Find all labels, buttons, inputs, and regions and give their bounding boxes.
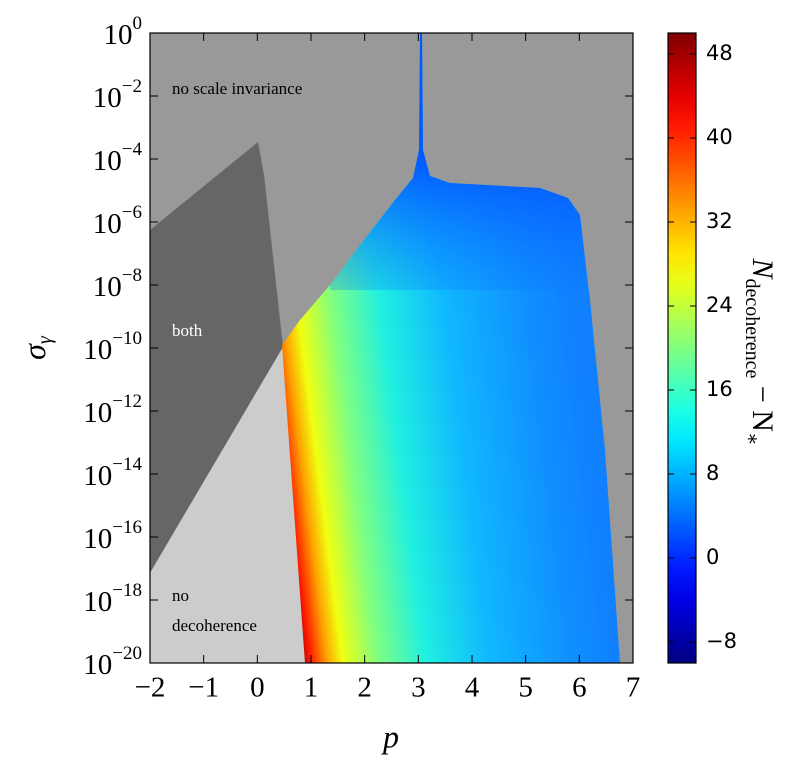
y-tick-label-exp: 0	[133, 13, 143, 34]
colorbar-tick-label: 32	[706, 209, 733, 233]
x-tick-label: −2	[135, 672, 166, 704]
y-tick-label: 10−2	[93, 76, 142, 113]
y-tick-label-base: 10	[93, 208, 122, 240]
colorbar-tick-label: −8	[706, 629, 737, 653]
y-tick-label-exp: −4	[122, 139, 143, 160]
colorbar-tick-label: 48	[706, 41, 733, 65]
y-tick-label: 10−10	[83, 328, 142, 365]
annotation: no scale invariance	[172, 79, 302, 98]
y-tick-label: 10−20	[83, 643, 142, 680]
colorbar-tick-label: 16	[706, 377, 733, 401]
y-tick-label: 10−4	[93, 139, 143, 176]
y-tick-label-exp: −6	[122, 202, 142, 223]
colorbar-label: Ndecoherence − N∗	[741, 257, 779, 445]
regions	[150, 33, 633, 663]
y-tick-label-base: 10	[93, 271, 122, 303]
x-tick-label: −1	[188, 672, 219, 704]
y-tick-label-base: 10	[83, 649, 112, 681]
y-tick-label: 10−6	[93, 202, 142, 239]
y-axis-label-main: σ	[16, 343, 52, 360]
colorbar	[667, 32, 697, 664]
colorbar-label-part: N	[746, 257, 779, 280]
x-tick-label: 4	[465, 672, 480, 704]
x-tick-label: 2	[357, 672, 372, 704]
y-tick-label-exp: −14	[112, 454, 142, 475]
heatmap-upper-shade	[330, 33, 588, 290]
y-tick-label-base: 10	[83, 460, 112, 492]
y-tick-label-exp: −16	[112, 517, 142, 538]
colorbar-tick-label: 24	[706, 293, 733, 317]
annotation: both	[172, 321, 203, 340]
y-tick-label-exp: −12	[112, 391, 142, 412]
y-tick-label: 10−18	[83, 580, 142, 617]
colorbar-label-part: − N	[746, 378, 779, 432]
y-tick-label-exp: −20	[112, 643, 142, 664]
y-tick-label-base: 10	[93, 145, 122, 177]
colorbar-tick-label: 0	[706, 545, 719, 569]
y-tick-label-exp: −10	[112, 328, 142, 349]
y-tick-label: 100	[104, 13, 143, 50]
y-axis-label: σγ	[16, 335, 55, 360]
y-tick-label-base: 10	[83, 334, 112, 366]
colorbar-tick-label: 40	[706, 125, 733, 149]
y-tick-label-base: 10	[83, 523, 112, 555]
y-tick-label-exp: −2	[122, 76, 142, 97]
annotation: decoherence	[172, 616, 257, 635]
x-tick-label: 5	[518, 672, 533, 704]
colorbar-label-part: decoherence	[741, 278, 763, 378]
y-tick-label: 10−12	[83, 391, 142, 428]
x-tick-label: 1	[304, 672, 319, 704]
y-tick-label-base: 10	[83, 397, 112, 429]
y-tick-label: 10−14	[83, 454, 142, 491]
x-axis-label: p	[381, 718, 399, 754]
y-tick-label-exp: −8	[122, 265, 142, 286]
colorbar-tick-label: 8	[706, 461, 719, 485]
y-tick-label-exp: −18	[112, 580, 142, 601]
x-tick-label: 3	[411, 672, 426, 704]
y-tick-label: 10−8	[93, 265, 142, 302]
x-tick-label: 0	[250, 672, 265, 704]
region-both	[150, 142, 283, 573]
y-tick-label-base: 10	[83, 586, 112, 618]
x-tick-label: 6	[572, 672, 587, 704]
y-axis-label-sub: γ	[34, 335, 56, 344]
y-tick-label-base: 10	[104, 19, 133, 51]
colorbar-label-part: ∗	[741, 432, 763, 446]
x-tick-label: 7	[626, 672, 641, 704]
annotation: no	[172, 586, 189, 605]
y-tick-label: 10−16	[83, 517, 142, 554]
region-no-decoherence	[150, 347, 305, 663]
y-tick-label-base: 10	[93, 82, 122, 114]
